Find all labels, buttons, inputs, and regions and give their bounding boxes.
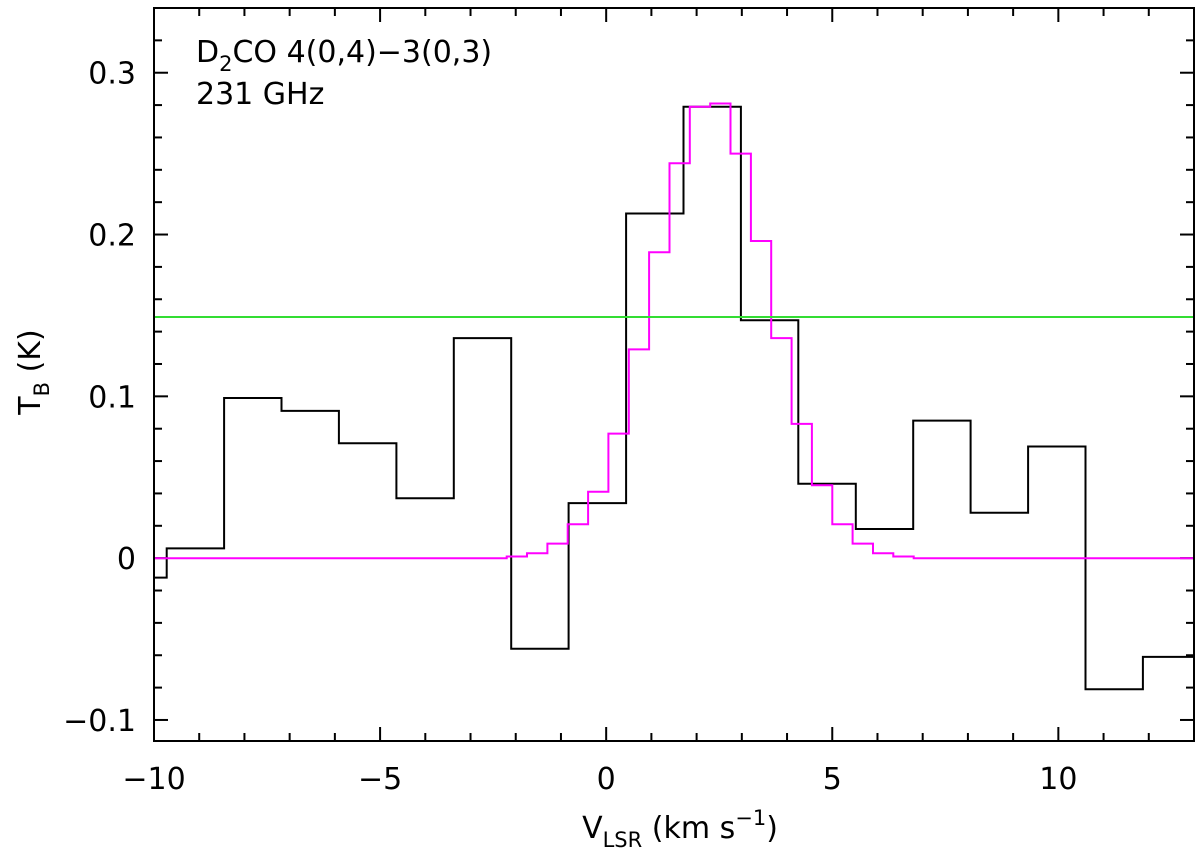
- y-tick-label: 0.1: [88, 380, 136, 415]
- plot-frame: [153, 7, 1195, 742]
- axis-ticks: [153, 7, 1195, 741]
- x-tick-label: 0: [597, 762, 616, 797]
- x-tick-label: −10: [122, 762, 185, 797]
- y-axis-label: TB (K): [13, 329, 54, 415]
- y-tick-label: −0.1: [63, 704, 136, 739]
- y-tick-label: 0: [117, 542, 136, 577]
- line-annotation: D2CO 4(0,4)−3(0,3): [196, 35, 492, 76]
- plot-area: [154, 102, 1194, 691]
- x-tick-label: 10: [1039, 762, 1077, 797]
- y-tick-label: 0.3: [88, 57, 136, 92]
- x-tick-label: 5: [823, 762, 842, 797]
- x-axis-label: VLSR (km s−1): [582, 806, 778, 851]
- tick-labels: −10 −5 0 5 10 −0.1 0 0.1 0.2 0.3: [63, 57, 1077, 797]
- frequency-annotation: 231 GHz: [196, 77, 324, 112]
- x-tick-label: −5: [358, 762, 402, 797]
- y-tick-label: 0.2: [88, 219, 136, 254]
- model-spectrum-line: [154, 102, 1194, 560]
- observed-spectrum-line: [154, 105, 1194, 691]
